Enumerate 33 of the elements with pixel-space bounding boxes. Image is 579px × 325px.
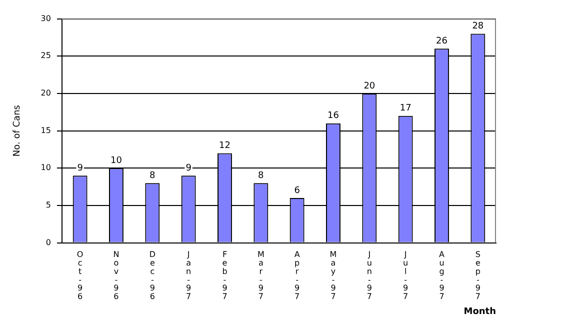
y-tick-label: 20: [40, 88, 51, 98]
data-label: 16: [328, 111, 340, 122]
y-tick-label: 25: [40, 51, 51, 60]
data-label: 10: [110, 156, 122, 166]
y-tick-label: 30: [40, 14, 51, 23]
x-tick-label: Jun-97: [366, 250, 372, 302]
x-tick-label: Dec-96: [149, 250, 156, 302]
data-label: 20: [364, 81, 376, 92]
x-tick-label: Feb-97: [222, 250, 228, 302]
x-tick-label: Oct-96: [76, 250, 84, 302]
data-label: 9: [77, 163, 84, 174]
data-label: 28: [472, 22, 484, 32]
data-label: 12: [219, 141, 230, 152]
data-label: 9: [186, 163, 192, 174]
x-tick-label: Jul-97: [403, 250, 408, 302]
data-label: 8: [150, 170, 156, 181]
x-tick-label: Nov-96: [113, 250, 120, 302]
data-label: 6: [294, 186, 300, 196]
x-tick-label: Aug-97: [439, 250, 446, 302]
x-tick-label: Sep-97: [475, 250, 480, 302]
data-label: 17: [400, 104, 412, 114]
y-tick-label: 0: [46, 238, 51, 247]
x-tick-label: Apr-97: [294, 250, 300, 302]
x-tick-label: Mar-97: [257, 250, 264, 302]
data-label: 26: [436, 36, 448, 47]
y-tick-label: 10: [40, 163, 51, 172]
x-axis-title: Month: [464, 306, 496, 317]
data-label: 8: [258, 170, 264, 181]
y-tick-label: 5: [46, 200, 51, 210]
x-tick-label: May-97: [330, 250, 337, 302]
y-tick-label: 15: [40, 126, 51, 135]
x-tick-label: Jan-97: [186, 250, 192, 302]
y-axis-title: No. of Cans: [12, 104, 23, 157]
